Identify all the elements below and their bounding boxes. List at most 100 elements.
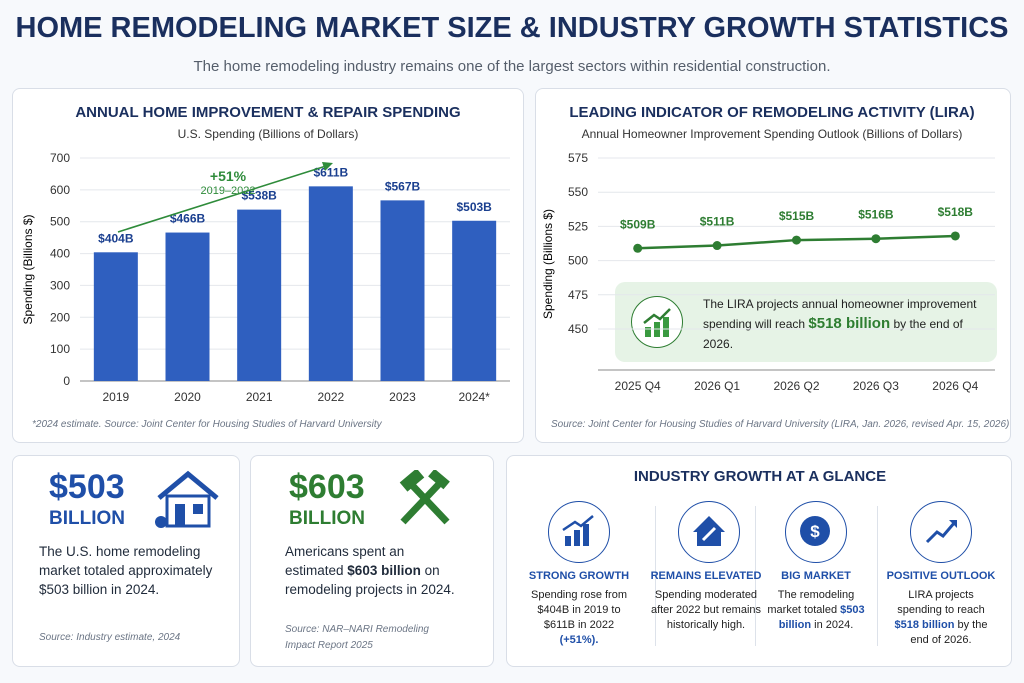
- y-tick-label: 450: [568, 322, 588, 336]
- x-tick-label: 2022: [317, 390, 344, 404]
- item-text: Spending moderated after 2022 but remain…: [650, 588, 762, 633]
- y-tick-label: 500: [568, 254, 588, 268]
- bar: [380, 200, 425, 381]
- text: Spending moderated after 2022 but remain…: [650, 589, 762, 631]
- item-text: LIRA projects spending to reach $518 bil…: [885, 588, 997, 648]
- point: [950, 231, 960, 241]
- text: Spending rose from $404B in 2019 to $611…: [531, 589, 627, 631]
- value-label: $611B: [313, 165, 348, 179]
- x-tick-label: 2026 Q1: [694, 379, 740, 393]
- y-tick-label: 200: [50, 310, 70, 324]
- item-text: The remodeling market totaled $503 billi…: [760, 588, 872, 633]
- text: by the end of 2026.: [910, 619, 988, 646]
- icon: [643, 308, 671, 337]
- point: [871, 234, 881, 244]
- y-tick-label: 500: [50, 215, 70, 229]
- source: Source: Industry estimate, 2024: [39, 632, 181, 643]
- annotation-arrow: [117, 165, 327, 233]
- y-tick-label: 700: [50, 151, 70, 165]
- charts: ANNUAL HOME IMPROVEMENT & REPAIR SPENDIN…: [21, 104, 995, 404]
- bar: [237, 209, 282, 381]
- arrow-head: [322, 162, 333, 171]
- value-label: $518B: [938, 205, 974, 219]
- stat-unit: BILLION: [289, 508, 365, 529]
- y-tick-label: 300: [50, 278, 70, 292]
- point: [712, 241, 722, 251]
- highlight: $518 billion: [894, 619, 955, 631]
- text: in 2024.: [814, 619, 854, 631]
- callout-box: The LIRA projects annual homeowner impro…: [615, 282, 997, 362]
- value-label: $466B: [170, 212, 206, 226]
- y-axis-label: Spending (Billions $): [541, 209, 555, 319]
- x-tick-label: 2026 Q3: [853, 379, 899, 393]
- x-tick-label: 2026 Q2: [773, 379, 819, 393]
- point: [792, 235, 801, 245]
- annotation-sub: 2019–2022: [200, 185, 255, 197]
- text: on remodeling projects in 2024.: [285, 563, 455, 597]
- item-title: STRONG GROWTH: [528, 570, 630, 582]
- y-tick-label: 100: [50, 342, 70, 356]
- stat-text: The U.S. home remodeling market totaled …: [39, 544, 213, 597]
- stat-card: $603 BILLION Americans spent an estimate…: [250, 455, 494, 667]
- bar: [308, 186, 353, 381]
- icon: $: [785, 501, 847, 563]
- page-subtitle: The home remodeling industry remains one…: [193, 58, 831, 75]
- line-panel: [535, 88, 1011, 443]
- source: *2024 estimate. Source: Joint Center for…: [32, 419, 382, 430]
- chart-title: LEADING INDICATOR OF REMODELING ACTIVITY…: [569, 104, 974, 121]
- chart-title: ANNUAL HOME IMPROVEMENT & REPAIR SPENDIN…: [75, 104, 460, 121]
- value-label: $509B: [620, 217, 656, 231]
- x-tick-label: 2024*: [458, 390, 490, 404]
- y-tick-label: 400: [50, 247, 70, 261]
- value-label: $503B: [456, 200, 492, 214]
- x-tick-label: 2020: [174, 390, 201, 404]
- icon: [678, 501, 740, 563]
- callout-text: The LIRA projects annual homeowner impro…: [703, 294, 993, 354]
- stat-card: $503 BILLION The U.S. home remodeling ma…: [12, 455, 240, 667]
- value-label: $515B: [779, 209, 815, 223]
- chart-subtitle: U.S. Spending (Billions of Dollars): [178, 127, 359, 141]
- stat-value: $503: [49, 468, 125, 506]
- bar: [165, 232, 210, 381]
- page-title: HOME REMODELING MARKET SIZE & INDUSTRY G…: [15, 12, 1009, 44]
- house-icon: [155, 470, 219, 528]
- annotation: +51%: [210, 168, 247, 184]
- y-tick-label: 0: [63, 374, 70, 388]
- text: LIRA projects spending to reach: [897, 589, 985, 616]
- highlight: $518 billion: [808, 315, 891, 332]
- x-tick-label: 2023: [389, 390, 416, 404]
- chart-subtitle: Annual Homeowner Improvement Spending Ou…: [582, 127, 963, 141]
- y-tick-label: 550: [568, 185, 588, 199]
- x-tick-label: 2021: [246, 390, 273, 404]
- callout-icon: [631, 296, 683, 348]
- stat-unit: BILLION: [49, 508, 125, 529]
- text: The remodeling market totaled: [767, 589, 855, 616]
- divider: [755, 506, 756, 646]
- value-label: $516B: [858, 208, 894, 222]
- y-tick-label: 475: [568, 288, 588, 302]
- highlight: $503 billion: [778, 604, 865, 631]
- tools-icon: [399, 470, 450, 525]
- glance-title: INDUSTRY GROWTH AT A GLANCE: [633, 468, 887, 485]
- divider: [877, 506, 878, 646]
- y-tick-label: 600: [50, 183, 70, 197]
- y-tick-label: 525: [568, 219, 588, 233]
- glance-panel: INDUSTRY GROWTH AT A GLANCE $ STRONG GRO…: [506, 455, 1012, 667]
- svg-text:$: $: [810, 522, 820, 541]
- source: Source: Joint Center for Housing Studies…: [551, 419, 1010, 430]
- source: Source: NAR–NARI Remodeling Impact Repor…: [285, 624, 429, 651]
- item-title: POSITIVE OUTLOOK: [886, 570, 996, 582]
- text: The LIRA projects annual homeowner impro…: [703, 297, 977, 331]
- bar: [93, 252, 138, 381]
- highlight: (+51%).: [559, 634, 599, 646]
- highlight: $603 billion: [347, 563, 421, 578]
- x-tick-label: 2026 Q4: [932, 379, 978, 393]
- x-tick-label: 2019: [102, 390, 129, 404]
- y-axis-label: Spending (Billions $): [21, 214, 35, 324]
- value-label: $404B: [98, 231, 134, 245]
- stat-text: Americans spent an estimated $603 billio…: [285, 542, 465, 599]
- value-label: $511B: [700, 215, 735, 229]
- x-tick-label: 2025 Q4: [615, 379, 661, 393]
- stat-value: $603: [289, 468, 365, 506]
